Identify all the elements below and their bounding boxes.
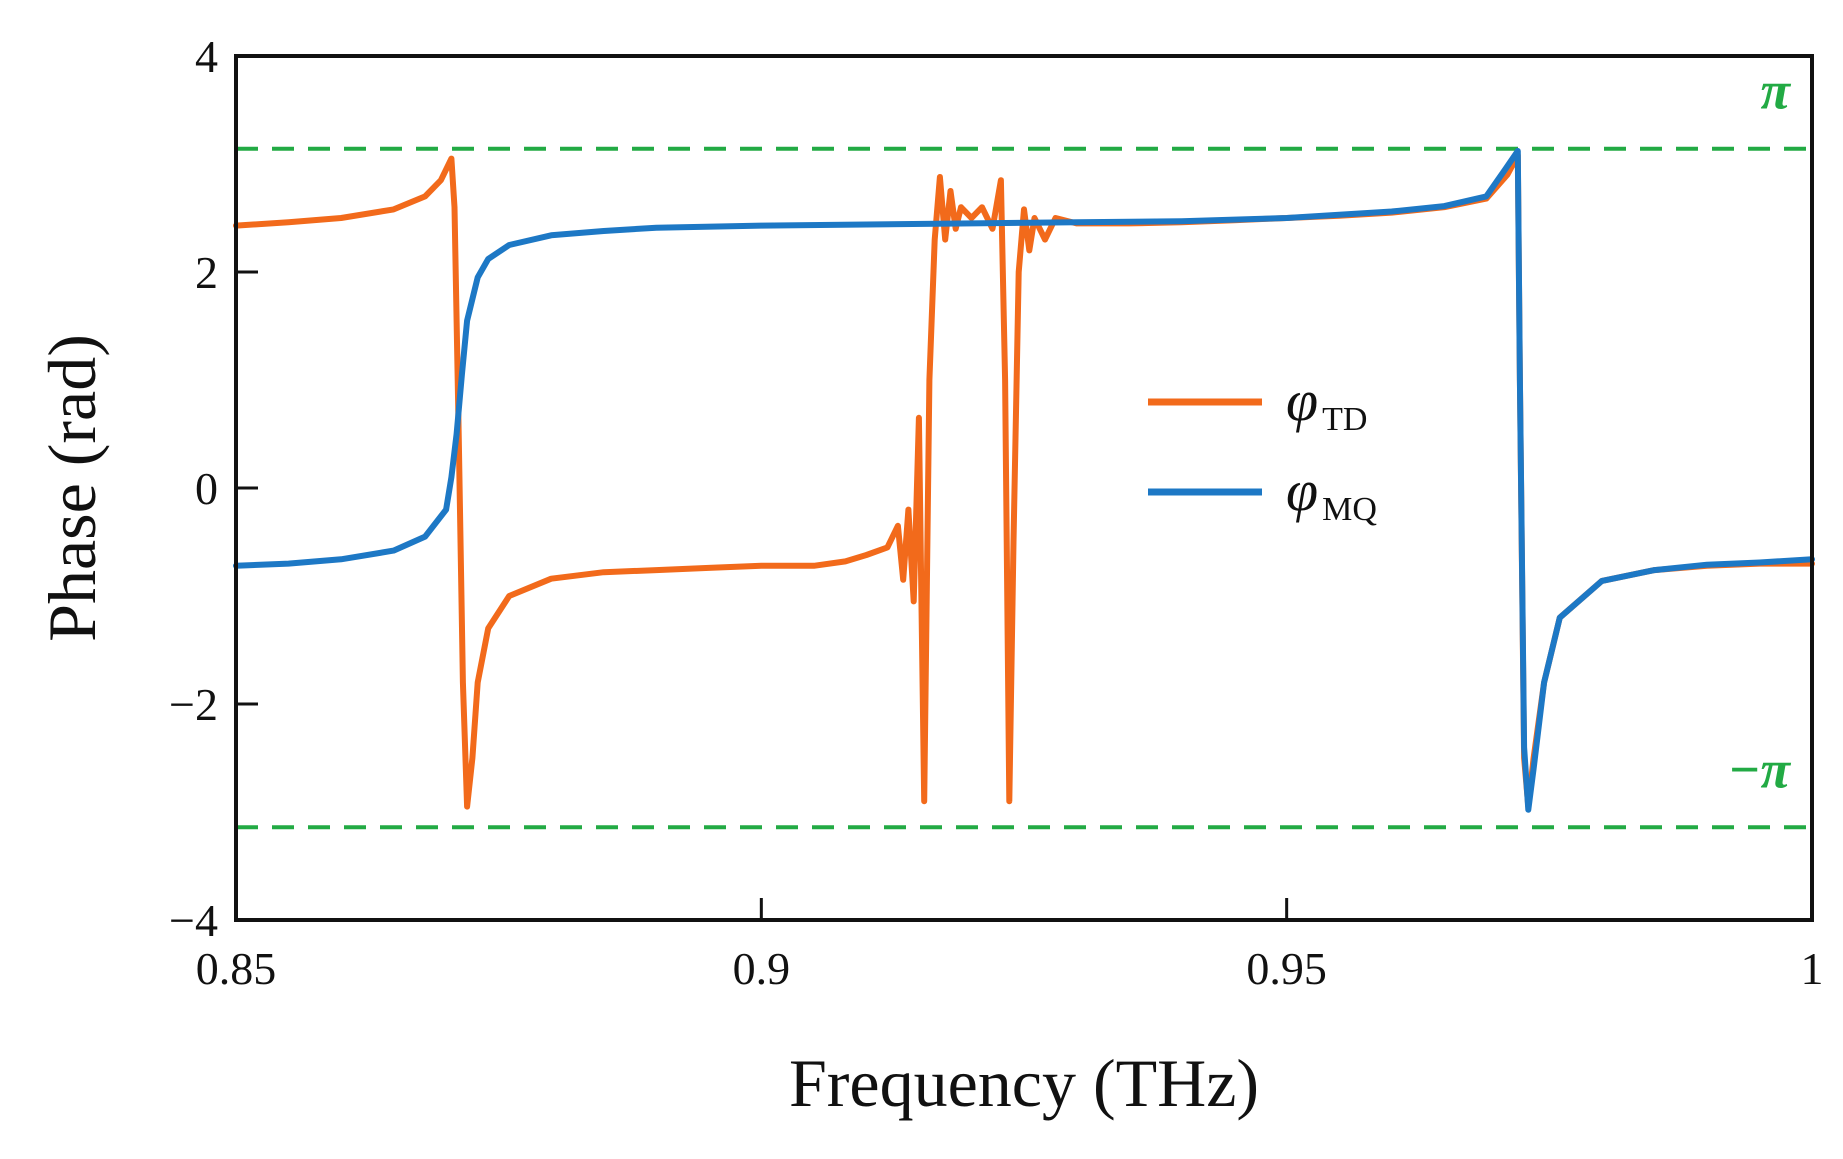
- legend-label-phi-td: φ TD: [1286, 368, 1367, 438]
- series-line-phi-td: [233, 152, 1815, 810]
- y-tick-label: −2: [169, 679, 218, 730]
- y-tick-label: −4: [169, 895, 218, 946]
- x-tick-label: 0.85: [196, 943, 277, 994]
- tick-labels: 0.85 0.9 0.95 1 −4 −2 0 2 4: [169, 31, 1823, 994]
- legend-label-phi-mq: φ MQ: [1286, 458, 1377, 528]
- y-axis-title: Phase (rad): [34, 334, 110, 642]
- pi-label: π: [1761, 61, 1792, 121]
- legend-symbol: φ: [1286, 458, 1318, 523]
- x-tick-label: 1: [1801, 943, 1824, 994]
- y-tick-label: 0: [195, 463, 218, 514]
- y-tick-label: 4: [195, 31, 218, 82]
- x-tick-label: 0.95: [1246, 943, 1327, 994]
- axis-ticks: [234, 54, 1814, 922]
- plot-frame: [234, 54, 1814, 922]
- series-lines: [233, 148, 1815, 813]
- legend-subscript: TD: [1322, 401, 1367, 438]
- x-tick-label: 0.9: [733, 943, 791, 994]
- legend-symbol: φ: [1286, 368, 1318, 433]
- legend: φ TDφ MQ: [1148, 368, 1377, 528]
- neg-pi-label: −π: [1728, 739, 1792, 799]
- legend-subscript: MQ: [1322, 491, 1377, 528]
- reference-lines: π −π: [236, 61, 1812, 830]
- y-tick-label: 2: [195, 247, 218, 298]
- x-axis-title: Frequency (THz): [789, 1045, 1259, 1121]
- series-line-phi-mq: [233, 148, 1815, 813]
